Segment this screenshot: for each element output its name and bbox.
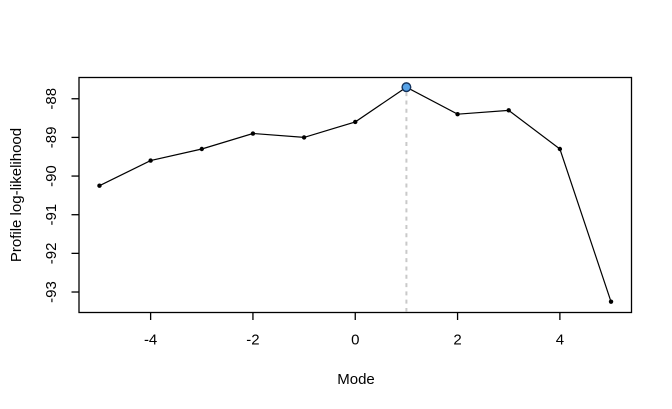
y-axis-tick-label: -91 xyxy=(43,204,60,226)
x-axis-tick-label: -4 xyxy=(144,332,157,349)
y-axis-tick-label: -92 xyxy=(43,243,60,265)
data-point xyxy=(608,299,614,304)
data-point xyxy=(455,112,460,117)
x-axis-title: Mode xyxy=(337,371,375,388)
y-axis-tick-label: -93 xyxy=(43,281,60,303)
data-point xyxy=(301,135,307,140)
data-point xyxy=(199,146,204,152)
plot-layer: -4 -2 0 2 4 -88 -89 -90 -91 -92 -93 xyxy=(43,76,633,349)
data-point xyxy=(148,158,153,163)
y-axis-tick-label: -89 xyxy=(43,127,60,149)
y-axis-tick-label: -88 xyxy=(43,88,60,110)
x-axis-tick-label: 2 xyxy=(453,332,461,349)
x-axis-tick-label: -2 xyxy=(246,332,259,349)
data-point xyxy=(97,183,102,188)
y-axis-tick-label: -90 xyxy=(43,165,60,187)
data-point xyxy=(506,108,511,113)
max-likelihood-point xyxy=(401,82,412,93)
data-point xyxy=(250,131,256,136)
x-axis-tick-label: 4 xyxy=(556,332,564,349)
x-axis-tick-label: 0 xyxy=(351,332,359,349)
y-axis-title: Profile log-likelihood xyxy=(8,128,25,262)
data-point xyxy=(557,146,563,152)
data-point xyxy=(353,119,358,125)
